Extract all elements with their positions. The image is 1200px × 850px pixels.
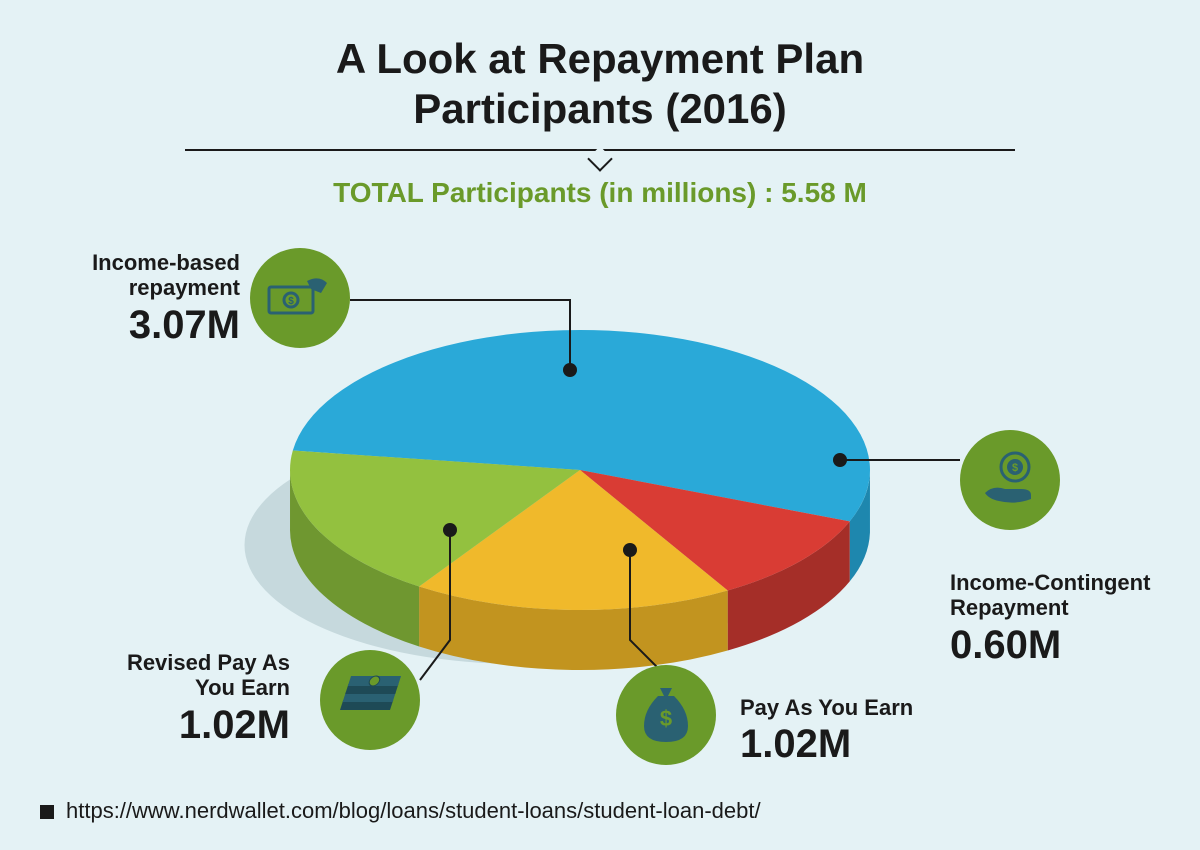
cash-hand-icon: $ [250, 248, 350, 348]
svg-text:$: $ [660, 706, 672, 731]
callout-value: 0.60M [950, 623, 1150, 668]
callout-income-based: Income-basedrepayment 3.07M [60, 250, 240, 348]
callout-income-contingent: Income-ContingentRepayment 0.60M [950, 570, 1150, 668]
callout-label: Pay As You Earn [740, 695, 913, 720]
callout-value: 3.07M [60, 303, 240, 348]
callout-label: Revised Pay AsYou Earn [110, 650, 290, 701]
source-line: https://www.nerdwallet.com/blog/loans/st… [40, 798, 761, 824]
cash-stack-icon [320, 650, 420, 750]
callout-value: 1.02M [110, 703, 290, 748]
money-bag-icon: $ [616, 665, 716, 765]
callout-label: Income-basedrepayment [60, 250, 240, 301]
chart-area: Income-basedrepayment 3.07M $ Income-Con… [0, 0, 1200, 850]
source-url: https://www.nerdwallet.com/blog/loans/st… [66, 798, 761, 823]
callout-label: Income-ContingentRepayment [950, 570, 1150, 621]
coin-hand-icon: $ [960, 430, 1060, 530]
svg-text:$: $ [288, 296, 294, 307]
callout-pay-as-you-earn: Pay As You Earn 1.02M [740, 695, 913, 767]
svg-text:$: $ [1012, 462, 1018, 474]
callout-revised-paye: Revised Pay AsYou Earn 1.02M [110, 650, 290, 748]
callout-value: 1.02M [740, 722, 913, 767]
bullet-icon [40, 805, 54, 819]
